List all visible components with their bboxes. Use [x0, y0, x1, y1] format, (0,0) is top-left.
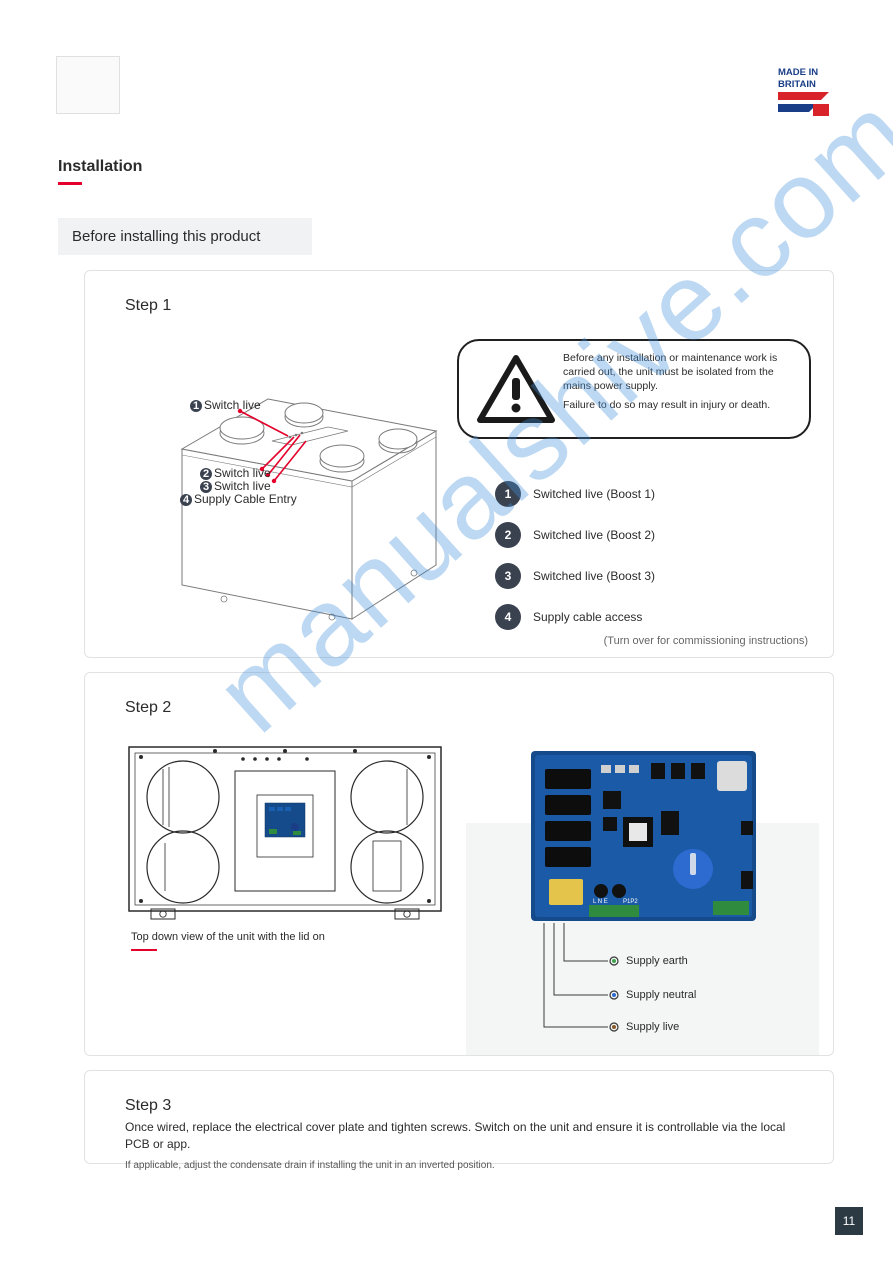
warning-line4: Failure to do so may result in injury or… — [563, 398, 795, 412]
legend-text-4: Supply cable access — [533, 610, 642, 624]
legend-row-2: 2 Switched live (Boost 2) — [495, 522, 655, 548]
mib-text-2: BRITAIN — [778, 79, 816, 90]
earth-dot — [612, 959, 616, 963]
callout-legend: 1 Switched live (Boost 1) 2 Switched liv… — [495, 481, 655, 645]
legend-text-3: Switched live (Boost 3) — [533, 569, 655, 583]
live-label: Supply live — [626, 1021, 679, 1033]
section-rule — [58, 182, 82, 185]
legend-badge-1: 1 — [495, 481, 521, 507]
legend-badge-2: 2 — [495, 522, 521, 548]
warning-box: Before any installation or maintenance w… — [457, 339, 811, 439]
step3-body: Once wired, replace the electrical cover… — [125, 1119, 793, 1173]
svg-text:P1P2: P1P2 — [623, 899, 638, 905]
step3-small-note: If applicable, adjust the condensate dra… — [125, 1159, 793, 1173]
callout-3-label: Switch live — [214, 479, 271, 493]
plan-caption-text: Top down view of the unit with the lid o… — [131, 931, 325, 943]
warning-line2: carried out, the unit must be isolated f… — [563, 365, 795, 379]
pcb-image: L N E P1P2 — [531, 751, 756, 921]
legend-row-3: 3 Switched live (Boost 3) — [495, 563, 655, 589]
step1-label: Step 1 — [125, 297, 171, 315]
legend-text-2: Switched live (Boost 2) — [533, 528, 655, 542]
warning-line3: mains power supply. — [563, 379, 795, 393]
pcb-wire-callouts: Supply earth Supply neutral Supply live — [536, 923, 816, 1053]
legend-badge-3: 3 — [495, 563, 521, 589]
step1-tail-note: (Turn over for commissioning instruction… — [604, 635, 808, 647]
step3-label: Step 3 — [125, 1097, 171, 1115]
unit-isometric-drawing: Switch live 1 Switch live 2 Switch live … — [140, 351, 450, 631]
neutral-dot — [612, 993, 616, 997]
legend-badge-4: 4 — [495, 604, 521, 630]
page-number: 11 — [835, 1207, 863, 1235]
mib-text-1: MADE IN — [778, 67, 818, 78]
callout-4-num: 4 — [183, 494, 190, 506]
callout-2-label: Switch live — [214, 466, 271, 480]
legend-row-4: 4 Supply cable access — [495, 604, 655, 630]
warning-icon — [476, 354, 556, 426]
step2-label: Step 2 — [125, 699, 171, 717]
section-subtitle: Before installing this product — [58, 218, 312, 255]
neutral-label: Supply neutral — [626, 989, 696, 1001]
svg-text:L N E: L N E — [593, 899, 608, 905]
callout-2-num: 2 — [203, 468, 209, 480]
live-dot — [612, 1025, 616, 1029]
plan-caption-rule — [131, 949, 157, 951]
step3-text: Once wired, replace the electrical cover… — [125, 1119, 793, 1153]
warning-line1: Before any installation or maintenance w… — [563, 351, 795, 365]
pcb-detail-panel: L N E P1P2 Supply earth Supply neutral S… — [466, 823, 819, 1055]
callout-1-num: 1 — [193, 400, 199, 412]
legend-text-1: Switched live (Boost 1) — [533, 487, 655, 501]
callout-1-label: Switch live — [204, 398, 261, 412]
unit-plan-drawing — [125, 741, 445, 921]
earth-label: Supply earth — [626, 955, 688, 967]
step1-panel: Step 1 Switch live 1 — [84, 270, 834, 658]
section-heading: Installation — [58, 158, 142, 185]
section-title: Installation — [58, 158, 142, 176]
step2-panel: Step 2 Top d — [84, 672, 834, 1056]
callout-4-label: Supply Cable Entry — [194, 492, 297, 506]
plan-caption: Top down view of the unit with the lid o… — [131, 931, 325, 951]
brand-logo-placeholder — [56, 56, 120, 114]
made-in-britain-badge: MADE IN BRITAIN — [773, 54, 835, 124]
step3-panel: Step 3 Once wired, replace the electrica… — [84, 1070, 834, 1164]
legend-row-1: 1 Switched live (Boost 1) — [495, 481, 655, 507]
